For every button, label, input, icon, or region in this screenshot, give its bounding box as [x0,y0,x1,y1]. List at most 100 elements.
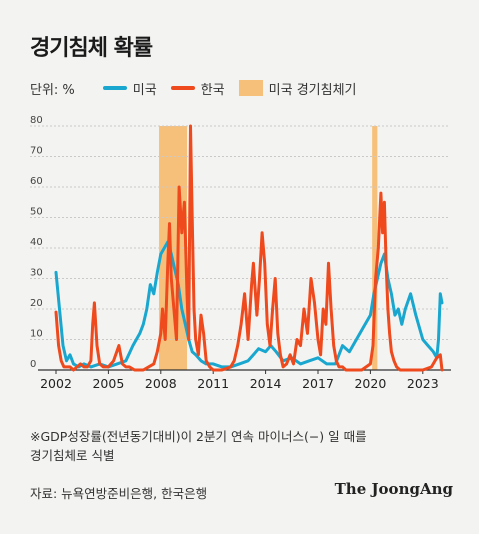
data-point-kr [243,292,246,295]
legend-swatch-us [102,86,127,90]
data-point-us [152,292,155,295]
data-point-us [427,344,429,347]
data-point-kr [385,262,388,265]
y-tick-label: 80 [30,115,43,126]
data-point-us [212,363,215,365]
legend: 단위: % 미국 한국 미국 경기침체기 [30,78,371,98]
legend-label-us: 미국 [132,82,157,98]
data-point-kr [258,277,261,280]
data-point-kr [332,344,335,347]
data-point-kr [439,353,442,356]
data-point-kr [102,366,105,368]
y-tick-label: 60 [30,176,43,187]
data-point-kr [322,308,325,310]
data-point-kr [372,344,374,347]
data-point-us [238,363,241,365]
footnote-line-1: ※GDP성장률(전년동기대비)이 2분기 연속 마이너스(−) 일 때를 [30,429,367,444]
data-point-kr [96,344,98,347]
data-point-kr [261,231,264,234]
data-point-kr [57,344,60,347]
data-point-kr [107,366,110,368]
data-point-kr [202,332,205,335]
data-point-us [163,247,166,249]
data-point-kr [399,369,401,371]
data-point-kr [60,359,63,362]
data-point-kr [194,338,197,341]
legend-swatch-recession [238,80,263,96]
data-point-kr [395,366,398,368]
data-point-us [124,359,127,362]
data-point-us [252,353,255,356]
data-point-kr [421,369,424,371]
data-point-us [58,308,61,310]
data-point-us [90,366,92,368]
data-point-us [156,271,159,274]
x-tick-label: 2005 [92,376,124,391]
data-point-kr [330,308,332,310]
data-point-us [421,338,424,341]
legend-item-us: 미국 [102,79,157,98]
y-tick-label: 0 [30,359,36,370]
data-point-kr [404,369,407,371]
data-point-us [437,338,440,341]
data-point-us [362,326,365,329]
data-point-us [194,353,197,356]
data-point-us [393,314,396,316]
legend-swatch-kr [170,86,195,90]
data-point-kr [133,369,136,371]
data-point-kr [263,262,266,265]
source-text: 자료: 뉴욕연방준비은행, 한국은행 [30,486,208,501]
data-point-kr [388,332,391,335]
data-point-kr [335,359,338,362]
data-point-kr [430,366,433,368]
data-point-us [275,350,277,353]
data-point-us [191,350,194,353]
data-point-kr [98,363,101,365]
data-point-us [369,314,372,316]
data-point-kr [292,363,295,365]
data-point-us [149,283,152,286]
unit-label: 단위: % [30,82,75,98]
publisher-logo: The JoongAng [334,480,453,498]
data-point-kr [128,366,131,368]
data-point-kr [142,369,145,371]
y-tick-label: 70 [30,146,43,157]
data-point-kr [112,359,115,362]
data-point-us [138,332,141,335]
legend-item-kr: 한국 [170,79,225,98]
data-point-kr [91,323,94,326]
data-point-kr [271,308,274,310]
data-point-kr [183,201,186,204]
chart-title: 경기침체 확률 [30,36,153,61]
data-point-us [145,308,148,310]
y-tick-label: 10 [30,329,43,340]
footnote-line-2: 경기침체로 식별 [30,448,115,463]
data-point-kr [72,369,75,371]
data-point-kr [90,359,92,362]
data-point-kr [229,366,232,368]
data-point-kr [247,338,250,341]
data-point-kr [341,366,344,368]
x-tick-label: 2014 [250,376,282,391]
data-point-kr [289,353,291,356]
data-point-kr [187,338,190,341]
data-point-kr [124,366,127,368]
data-point-us [355,338,358,341]
data-point-kr [164,338,167,341]
data-point-us [325,363,328,365]
x-tick-label: 2002 [40,376,72,391]
data-point-kr [189,125,192,127]
x-tick-label: 2017 [302,376,334,391]
data-point-kr [360,369,363,371]
data-point-kr [173,308,175,310]
data-point-us [341,344,344,347]
data-point-kr [55,311,57,313]
data-point-us [200,359,202,362]
data-point-us [348,350,351,353]
data-point-kr [197,353,200,356]
data-point-kr [255,314,258,316]
data-point-kr [83,366,85,368]
line-chart: 0 10 20 30 40 50 60 70 80 2002 2005 2008 2011 2014 201… [30,115,451,391]
legend-label-recession: 미국 경기침체기 [268,82,357,98]
legend-label-kr: 한국 [200,82,225,98]
